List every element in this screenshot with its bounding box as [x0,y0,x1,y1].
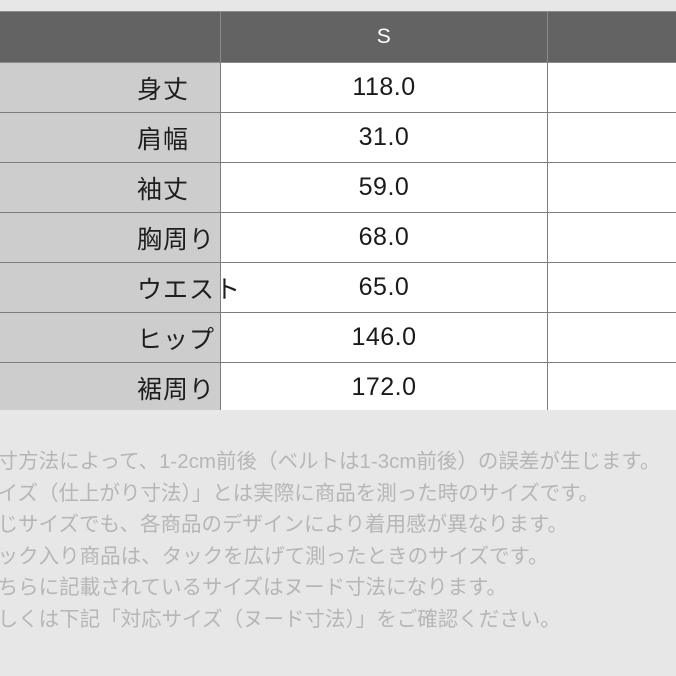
row-value-hem-s: 172.0 [220,362,548,410]
note-line-6: ※詳しくは下記「対応サイズ（ヌード寸法）」をご確認ください。 [0,607,561,631]
row-value-shoulder-width-s: 31.0 [220,112,548,163]
header-size-next [547,11,676,63]
table-row: 胸周り 68.0 [0,212,676,263]
header-size-s: S [220,11,548,63]
header-corner-cell [0,11,221,63]
row-label-sleeve-length: 袖丈 [0,162,221,213]
table-row: 肩幅 31.0 [0,112,676,163]
size-table-body: 身丈 118.0 肩幅 31.0 袖丈 59.0 胸周り 68.0 [0,62,676,410]
note-line-1: ※採寸方法によって、1-2cm前後（ベルトは1-3cm前後）の誤差が生じます。 [0,450,661,473]
row-value-hip-next [547,312,676,363]
row-value-hem-next [547,362,676,410]
row-label-chest: 胸周り [0,212,221,263]
row-value-waist-s: 65.0 [220,262,548,313]
row-value-waist-next [547,262,676,313]
row-value-body-length-next [547,62,676,113]
table-row: 身丈 118.0 [0,62,676,113]
table-row: ウエスト 65.0 [0,262,676,313]
size-notes: ※採寸方法によって、1-2cm前後（ベルトは1-3cm前後）の誤差が生じます。 … [0,446,676,635]
row-value-chest-next [547,212,676,263]
row-label-shoulder-width: 肩幅 [0,112,221,163]
row-value-sleeve-length-s: 59.0 [220,162,548,213]
size-table-container: S 身丈 118.0 肩幅 31.0 袖丈 59.0 [0,11,676,410]
row-value-chest-s: 68.0 [220,212,548,263]
note-line-5: ※こちらに記載されているサイズはヌード寸法になります。 [0,576,507,599]
row-label-waist: ウエスト [0,262,240,313]
note-line-4: ※タック入り商品は、タックを広げて測ったときのサイズです。 [0,544,549,568]
size-table-head: S [0,11,676,63]
table-row: 裾周り 172.0 [0,362,676,410]
table-header-row: S [0,11,676,63]
size-table: S 身丈 118.0 肩幅 31.0 袖丈 59.0 [0,11,676,410]
note-line-3: ※同じサイズでも、各商品のデザインにより着用感が異なります。 [0,513,568,536]
row-label-hip: ヒップ [0,312,221,363]
row-value-shoulder-width-next [547,112,676,163]
row-value-sleeve-length-next [547,162,676,213]
row-value-body-length-s: 118.0 [220,62,548,113]
row-value-hip-s: 146.0 [220,312,548,363]
note-line-2: ※サイズ（仕上がり寸法）」とは実際に商品を測った時のサイズです。 [0,481,600,505]
row-label-body-length: 身丈 [0,62,221,113]
table-row: 袖丈 59.0 [0,162,676,213]
row-label-hem: 裾周り [0,362,221,410]
table-row: ヒップ 146.0 [0,312,676,363]
